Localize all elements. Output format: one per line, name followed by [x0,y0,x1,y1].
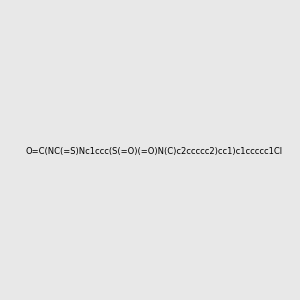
Text: O=C(NC(=S)Nc1ccc(S(=O)(=O)N(C)c2ccccc2)cc1)c1ccccc1Cl: O=C(NC(=S)Nc1ccc(S(=O)(=O)N(C)c2ccccc2)c… [25,147,282,156]
